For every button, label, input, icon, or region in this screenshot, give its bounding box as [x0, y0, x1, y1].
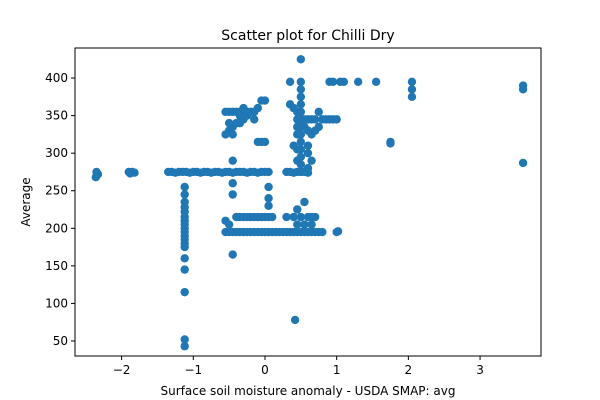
data-point — [180, 335, 189, 344]
data-point — [253, 103, 263, 113]
data-point — [180, 182, 189, 192]
data-point — [386, 139, 395, 148]
data-point — [264, 182, 273, 192]
data-point — [296, 130, 306, 139]
data-point — [333, 227, 343, 236]
data-point — [518, 158, 528, 168]
data-point — [296, 160, 306, 169]
data-point — [289, 212, 298, 222]
data-points — [91, 55, 528, 351]
data-point — [318, 227, 327, 237]
data-point — [180, 265, 189, 274]
data-point — [407, 77, 417, 87]
data-point — [296, 92, 306, 102]
data-point — [290, 315, 300, 325]
data-point — [228, 130, 237, 139]
data-point — [296, 152, 306, 162]
data-point — [518, 85, 528, 94]
data-point — [228, 179, 237, 188]
x-tick-label: −2 — [113, 363, 131, 377]
data-point — [250, 115, 259, 124]
data-point — [310, 115, 320, 124]
data-point — [353, 77, 363, 87]
data-point — [303, 141, 313, 150]
data-point — [296, 55, 306, 64]
x-tick-label: 1 — [333, 363, 341, 377]
data-point — [307, 220, 316, 229]
data-point — [264, 201, 273, 210]
data-point — [314, 122, 323, 132]
y-tick-label: 350 — [45, 109, 68, 123]
data-point — [296, 167, 306, 177]
data-point — [289, 141, 298, 150]
data-point — [339, 77, 349, 87]
data-point — [180, 254, 189, 263]
data-point — [296, 212, 306, 222]
y-axis-ticks: 50 100 150 200 250 300 350 400 — [45, 71, 75, 348]
y-tick-label: 50 — [53, 334, 68, 348]
data-point — [260, 96, 270, 105]
data-point — [242, 111, 252, 120]
data-point — [282, 212, 291, 222]
data-point — [300, 197, 309, 207]
chart-title: Scatter plot for Chilli Dry — [221, 28, 394, 44]
data-point — [285, 77, 295, 87]
data-point — [296, 100, 306, 109]
data-point — [296, 145, 306, 154]
data-point — [228, 190, 237, 199]
data-point — [332, 115, 341, 124]
data-point — [371, 77, 381, 87]
data-point — [296, 107, 306, 117]
data-point — [239, 103, 248, 113]
y-axis-label: Average — [19, 177, 33, 226]
x-axis-label: Surface soil moisture anomaly - USDA SMA… — [161, 384, 456, 398]
y-tick-label: 150 — [45, 259, 68, 273]
data-point — [264, 194, 273, 203]
y-tick-label: 400 — [45, 71, 68, 85]
data-point — [296, 77, 306, 87]
data-point — [91, 173, 100, 182]
data-point — [267, 212, 277, 222]
data-point — [314, 107, 323, 117]
data-point — [293, 220, 302, 229]
data-point — [260, 137, 270, 147]
data-point — [307, 156, 316, 165]
data-point — [228, 250, 237, 259]
y-tick-label: 200 — [45, 221, 68, 235]
x-tick-label: −1 — [184, 363, 202, 377]
data-point — [224, 118, 234, 128]
data-point — [293, 205, 302, 214]
data-point — [300, 220, 309, 229]
data-point — [303, 164, 313, 173]
y-tick-label: 300 — [45, 146, 68, 160]
data-point — [264, 167, 273, 177]
data-point — [228, 156, 237, 165]
x-tick-label: 3 — [476, 363, 484, 377]
y-tick-label: 250 — [45, 184, 68, 198]
data-point — [307, 212, 316, 222]
data-point — [328, 77, 338, 87]
data-point — [180, 287, 189, 297]
data-point — [180, 190, 189, 199]
data-point — [303, 148, 313, 158]
data-point — [407, 85, 417, 94]
x-axis-ticks: −2 −1 0 1 2 3 — [113, 356, 484, 377]
data-point — [130, 168, 139, 177]
x-tick-label: 2 — [405, 363, 413, 377]
data-point — [180, 342, 189, 351]
data-point — [180, 242, 189, 252]
data-point — [407, 92, 417, 102]
data-point — [296, 85, 306, 94]
data-point — [296, 137, 306, 147]
data-point — [224, 220, 234, 229]
plot-frame — [74, 47, 542, 357]
y-tick-label: 100 — [45, 296, 68, 310]
x-tick-label: 0 — [261, 363, 269, 377]
